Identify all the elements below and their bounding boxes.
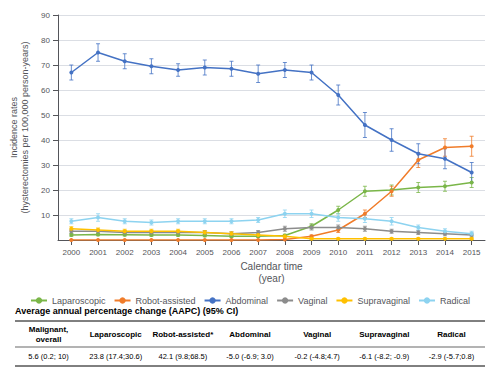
svg-text:2014: 2014: [436, 248, 454, 257]
svg-text:30: 30: [41, 161, 50, 170]
svg-text:-6.1 (-8.2; -0.9): -6.1 (-8.2; -0.9): [359, 352, 410, 361]
svg-text:Incidence rates: Incidence rates: [9, 96, 19, 158]
svg-text:-2.9 (-5.7;0.8): -2.9 (-5.7;0.8): [429, 352, 475, 361]
svg-text:Vaginal: Vaginal: [303, 330, 331, 339]
svg-text:(year): (year): [258, 273, 284, 284]
svg-text:2012: 2012: [383, 248, 401, 257]
svg-text:42.1 (9.8;68.5): 42.1 (9.8;68.5): [158, 352, 207, 361]
svg-text:2004: 2004: [169, 248, 187, 257]
svg-text:50: 50: [41, 111, 50, 120]
svg-text:2007: 2007: [249, 248, 267, 257]
svg-text:5.6 (0.2; 10): 5.6 (0.2; 10): [28, 352, 69, 361]
svg-text:2011: 2011: [356, 248, 374, 257]
svg-text:Abdominal: Abdominal: [226, 296, 269, 306]
svg-text:Average annual percentage chan: Average annual percentage change (AAPC) …: [15, 306, 238, 316]
svg-text:-0.2 (-4.8;4.7): -0.2 (-4.8;4.7): [294, 352, 340, 361]
svg-text:2010: 2010: [329, 248, 347, 257]
svg-text:Supravaginal: Supravaginal: [357, 296, 410, 306]
svg-text:Robot-assisted*: Robot-assisted*: [152, 330, 214, 339]
svg-text:overall: overall: [36, 335, 62, 344]
svg-text:Radical: Radical: [437, 330, 465, 339]
svg-text:20: 20: [41, 186, 50, 195]
svg-text:2003: 2003: [143, 248, 161, 257]
svg-text:Supravaginal: Supravaginal: [359, 330, 409, 339]
svg-text:2002: 2002: [116, 248, 134, 257]
svg-text:2006: 2006: [223, 248, 241, 257]
svg-text:Radical: Radical: [440, 296, 470, 306]
svg-text:60: 60: [41, 86, 50, 95]
svg-text:Vaginal: Vaginal: [298, 296, 327, 306]
svg-text:Robot-assisted: Robot-assisted: [136, 296, 196, 306]
svg-text:2015: 2015: [463, 248, 481, 257]
svg-text:80: 80: [41, 36, 50, 45]
svg-text:23.8 (17.4;30.6): 23.8 (17.4;30.6): [89, 352, 142, 361]
svg-text:40: 40: [41, 136, 50, 145]
svg-text:Laparoscopic: Laparoscopic: [52, 296, 106, 306]
svg-text:Laparoscopic: Laparoscopic: [90, 330, 143, 339]
svg-text:(hysterectomies per 100,000 pe: (hysterectomies per 100,000 person-years…: [20, 41, 30, 213]
svg-text:Malignant,: Malignant,: [29, 325, 69, 334]
svg-text:2009: 2009: [303, 248, 321, 257]
svg-text:2001: 2001: [89, 248, 107, 257]
svg-text:2000: 2000: [62, 248, 80, 257]
svg-text:Abdominal: Abdominal: [229, 330, 270, 339]
svg-text:2013: 2013: [409, 248, 427, 257]
svg-text:Calendar time: Calendar time: [240, 261, 303, 272]
svg-text:90: 90: [41, 11, 50, 20]
svg-text:70: 70: [41, 61, 50, 70]
svg-text:2005: 2005: [196, 248, 214, 257]
svg-text:-5.0 (-6.9; 3.0): -5.0 (-6.9; 3.0): [226, 352, 274, 361]
svg-text:2008: 2008: [276, 248, 294, 257]
svg-text:10: 10: [41, 211, 50, 220]
